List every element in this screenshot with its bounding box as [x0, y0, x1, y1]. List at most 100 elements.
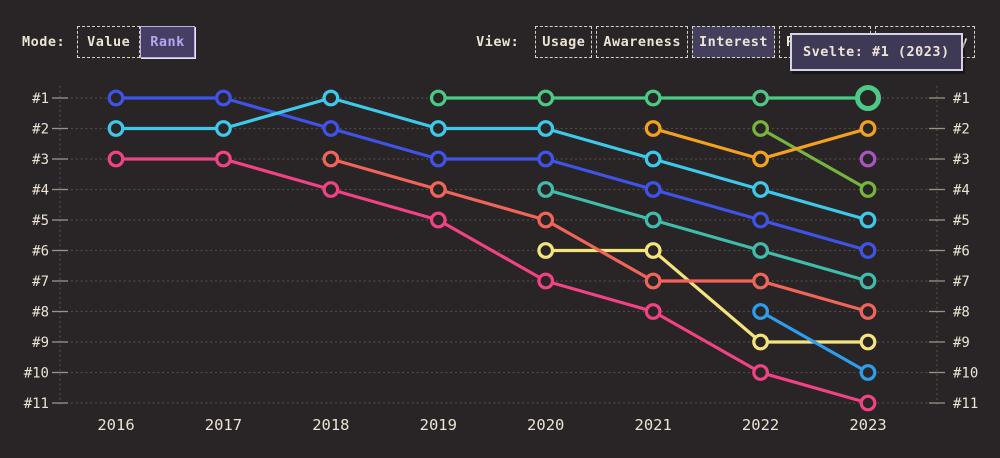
- year-label-2017: 2017: [205, 416, 242, 434]
- point-yellow-2020[interactable]: [537, 242, 555, 259]
- point-svelte-2019[interactable]: [429, 89, 447, 107]
- chart-tooltip: Svelte: #1 (2023): [790, 33, 963, 71]
- year-label-2016: 2016: [97, 416, 134, 434]
- rank-label-right-4: #4: [953, 182, 970, 198]
- line-teal: [544, 187, 870, 283]
- point-indigo-2018[interactable]: [322, 120, 340, 137]
- rank-label-left-2: #2: [32, 121, 49, 137]
- rank-label-right-1: #1: [953, 91, 970, 107]
- point-salmon-2018[interactable]: [322, 150, 340, 168]
- point-svelte-2021[interactable]: [644, 89, 662, 107]
- rank-label-right-3: #3: [953, 152, 970, 168]
- rank-axes: #1 #1 #2 #2 #3 #3 #4 #4 #5 #5 #6 #6 #7 #7 #8 #8 #9 #9 #10 #…: [24, 91, 979, 412]
- series-markers: [107, 85, 882, 412]
- point-orange-2023[interactable]: [859, 120, 877, 137]
- point-cyan-2016[interactable]: [107, 120, 125, 137]
- mode-button-rank[interactable]: Rank: [140, 26, 195, 59]
- point-salmon-2022[interactable]: [752, 272, 769, 290]
- line-pink: [114, 157, 870, 405]
- view-button-awareness[interactable]: Awareness: [596, 26, 689, 59]
- year-label-2023: 2023: [849, 416, 886, 434]
- rank-label-left-11: #11: [24, 396, 49, 412]
- point-pink-2021[interactable]: [644, 303, 662, 320]
- rank-label-right-5: #5: [953, 213, 970, 229]
- point-salmon-2023[interactable]: [859, 303, 877, 320]
- point-teal-2022[interactable]: [752, 242, 769, 259]
- point-teal-2023[interactable]: [859, 272, 877, 290]
- point-indigo-2016[interactable]: [107, 89, 125, 107]
- point-cyan-2023[interactable]: [859, 211, 877, 229]
- point-olive-2022[interactable]: [752, 120, 769, 137]
- point-indigo-2023[interactable]: [859, 242, 877, 259]
- rank-label-right-6: #6: [953, 243, 970, 259]
- line-salmon: [329, 157, 870, 314]
- point-olive-2023[interactable]: [859, 181, 877, 198]
- point-indigo-2022[interactable]: [752, 211, 769, 229]
- view-label: View:: [476, 34, 520, 51]
- line-indigo: [114, 96, 870, 253]
- point-yellow-2022[interactable]: [752, 333, 769, 351]
- rank-label-right-2: #2: [953, 121, 970, 137]
- point-pink-2023[interactable]: [859, 394, 877, 412]
- point-cyan-2021[interactable]: [644, 150, 662, 168]
- point-svelte-2022[interactable]: [752, 89, 769, 107]
- point-pink-2020[interactable]: [537, 272, 555, 290]
- year-label-2019: 2019: [420, 416, 457, 434]
- point-azure-2023[interactable]: [859, 364, 877, 381]
- mode-button-value[interactable]: Value: [77, 26, 141, 59]
- point-indigo-2020[interactable]: [537, 150, 555, 168]
- point-pink-2019[interactable]: [429, 211, 447, 229]
- point-orange-2021[interactable]: [644, 120, 662, 137]
- view-button-interest[interactable]: Interest: [692, 26, 776, 59]
- series-lines: [114, 96, 870, 405]
- point-azure-2022[interactable]: [752, 303, 769, 320]
- rank-label-right-10: #10: [953, 365, 978, 381]
- point-cyan-2019[interactable]: [429, 120, 447, 137]
- point-salmon-2019[interactable]: [429, 181, 447, 198]
- point-svelte-2023[interactable]: [855, 85, 882, 111]
- point-pink-2016[interactable]: [107, 150, 125, 168]
- year-label-2020: 2020: [527, 416, 564, 434]
- rank-label-right-7: #7: [953, 274, 970, 290]
- point-cyan-2018[interactable]: [322, 89, 340, 107]
- rank-label-left-7: #7: [32, 274, 49, 290]
- mode-label: Mode:: [22, 34, 66, 51]
- rank-label-left-3: #3: [32, 152, 49, 168]
- point-purple-2023[interactable]: [859, 150, 877, 168]
- point-teal-2021[interactable]: [644, 211, 662, 229]
- point-pink-2022[interactable]: [752, 364, 769, 381]
- point-teal-2020[interactable]: [537, 181, 555, 198]
- rank-label-left-6: #6: [32, 243, 49, 259]
- rank-label-left-5: #5: [32, 213, 49, 229]
- mode-control-group: Mode: Value Rank: [22, 26, 195, 59]
- year-label-2022: 2022: [742, 416, 779, 434]
- year-label-2021: 2021: [634, 416, 671, 434]
- rank-label-left-9: #9: [32, 335, 49, 351]
- point-salmon-2020[interactable]: [537, 211, 555, 229]
- point-orange-2022[interactable]: [752, 150, 769, 168]
- point-pink-2017[interactable]: [215, 150, 232, 168]
- point-salmon-2021[interactable]: [644, 272, 662, 290]
- rank-label-left-1: #1: [32, 91, 49, 107]
- rank-label-right-8: #8: [953, 304, 970, 320]
- view-button-usage[interactable]: Usage: [535, 26, 593, 59]
- point-cyan-2022[interactable]: [752, 181, 769, 198]
- point-indigo-2019[interactable]: [429, 150, 447, 168]
- year-axis: 2016 2017 2018 2019 2020 2021 2022 2023: [97, 416, 886, 434]
- point-cyan-2017[interactable]: [215, 120, 232, 137]
- point-yellow-2023[interactable]: [859, 333, 877, 351]
- line-cyan: [114, 96, 870, 222]
- gridlines: [52, 86, 940, 405]
- point-cyan-2020[interactable]: [537, 120, 555, 137]
- rank-label-right-11: #11: [953, 396, 978, 412]
- rank-label-left-10: #10: [24, 365, 49, 381]
- point-indigo-2021[interactable]: [644, 181, 662, 198]
- point-yellow-2021[interactable]: [644, 242, 662, 259]
- rank-label-right-9: #9: [953, 335, 970, 351]
- point-svelte-2020[interactable]: [537, 89, 555, 107]
- line-olive: [758, 126, 870, 192]
- point-pink-2018[interactable]: [322, 181, 340, 198]
- point-indigo-2017[interactable]: [215, 89, 232, 107]
